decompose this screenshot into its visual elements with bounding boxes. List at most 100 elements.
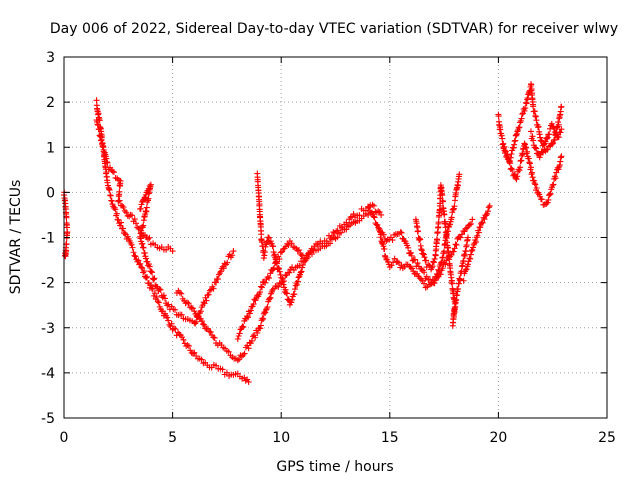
data-point: [333, 228, 340, 235]
data-point: [532, 144, 539, 151]
data-point: [501, 147, 508, 154]
data-point: [439, 198, 446, 205]
data-point: [107, 164, 114, 171]
data-point: [553, 169, 560, 176]
data-point: [477, 224, 484, 231]
data-point: [343, 226, 350, 233]
x-tick-label: 0: [60, 430, 69, 446]
data-point: [116, 182, 123, 189]
data-point: [220, 265, 227, 272]
data-point: [146, 234, 153, 241]
data-point: [164, 314, 171, 321]
data-point: [213, 279, 220, 286]
data-point: [511, 171, 518, 178]
data-point: [189, 305, 196, 312]
data-point: [508, 150, 515, 157]
series-arc-c: [93, 117, 176, 255]
data-point: [291, 291, 298, 298]
data-point: [423, 273, 430, 280]
data-point: [244, 313, 251, 320]
data-point: [213, 362, 220, 369]
axis-ticks: 0 5 10 15 20 25 -5 -4 -3 -2 -1 0 1 2 3: [41, 50, 616, 446]
data-point: [516, 124, 523, 131]
data-point: [435, 219, 442, 226]
data-point: [558, 126, 565, 133]
data-point: [261, 249, 268, 256]
data-point: [297, 269, 304, 276]
data-point: [217, 268, 224, 275]
data-point: [161, 295, 168, 302]
data-point: [277, 249, 284, 256]
data-point: [240, 324, 247, 331]
data-point: [481, 216, 488, 223]
data-point: [499, 135, 506, 142]
data-point: [170, 325, 177, 332]
data-point: [201, 321, 208, 328]
data-point: [328, 232, 335, 239]
data-point: [264, 304, 271, 311]
data-point: [430, 258, 437, 265]
data-point: [433, 270, 440, 277]
data-point: [468, 247, 475, 254]
data-point: [544, 199, 551, 206]
data-point: [504, 152, 511, 159]
data-point: [239, 323, 246, 330]
data-point: [472, 238, 479, 245]
data-point: [141, 268, 148, 275]
data-point: [291, 286, 298, 293]
data-point: [279, 248, 286, 255]
data-point: [460, 277, 467, 284]
data-point: [334, 234, 341, 241]
data-point: [448, 214, 455, 221]
data-point: [282, 286, 289, 293]
data-point: [381, 246, 388, 253]
data-point: [518, 115, 525, 122]
y-tick-label: -1: [41, 231, 55, 247]
data-point: [117, 222, 124, 229]
data-point: [279, 278, 286, 285]
data-point: [137, 260, 144, 267]
data-point: [149, 269, 156, 276]
data-point: [260, 316, 267, 323]
data-point: [257, 322, 264, 329]
data-point: [259, 315, 266, 322]
data-point: [423, 257, 429, 264]
data-point: [376, 228, 383, 235]
data-point: [247, 307, 254, 314]
chart-title: Day 006 of 2022, Sidereal Day-to-day VTE…: [50, 21, 618, 37]
data-point: [138, 264, 145, 271]
data-point: [246, 310, 253, 317]
data-point: [185, 342, 192, 349]
data-point: [541, 141, 548, 148]
data-point: [115, 198, 122, 205]
data-point: [116, 197, 123, 204]
data-point: [435, 266, 442, 273]
data-point: [223, 369, 230, 376]
data-point: [236, 330, 243, 337]
data-point: [141, 249, 148, 256]
data-point: [271, 265, 278, 272]
series-arc-j: [412, 182, 471, 329]
data-point: [288, 240, 295, 247]
data-point: [471, 240, 478, 247]
data-point: [282, 243, 289, 250]
data-point: [461, 228, 468, 235]
data-point: [439, 192, 446, 199]
data-point: [184, 299, 191, 306]
data-point: [266, 295, 273, 302]
data-point: [257, 325, 264, 332]
data-point: [463, 266, 470, 273]
data-point: [267, 270, 274, 277]
data-point: [461, 253, 468, 260]
data-point: [169, 248, 176, 255]
data-point: [262, 306, 269, 313]
data-point: [139, 223, 146, 230]
data-point: [558, 103, 565, 110]
data-point: [109, 168, 116, 175]
data-point: [377, 231, 384, 238]
data-point: [467, 255, 474, 262]
data-point: [523, 144, 530, 151]
data-point: [462, 266, 469, 273]
data-point: [429, 263, 436, 270]
data-point: [139, 197, 146, 204]
